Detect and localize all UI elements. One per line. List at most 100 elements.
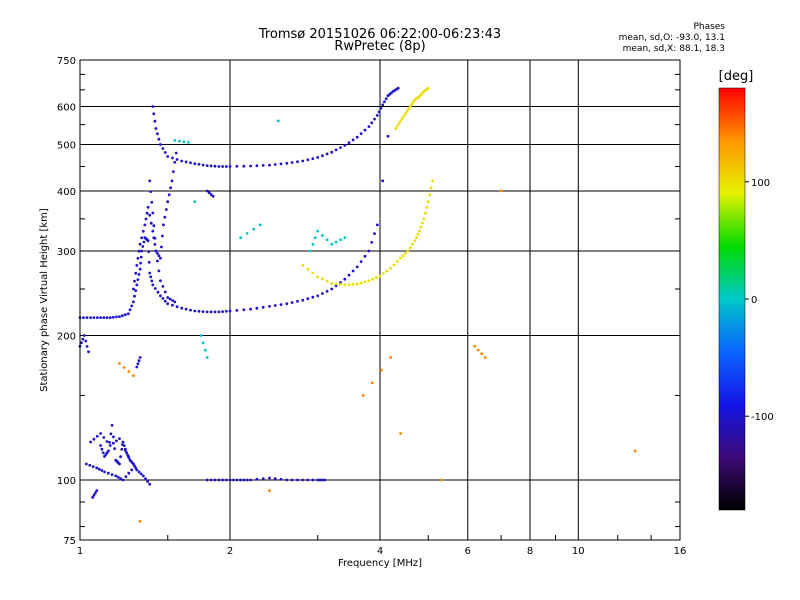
data-point [122,444,126,447]
data-point [311,295,315,299]
data-point [408,246,412,250]
data-point [375,114,379,117]
data-point [316,478,320,482]
data-point [110,423,114,427]
data-point [148,179,152,183]
data-point [135,264,139,267]
data-point [255,306,259,310]
data-point [285,478,289,482]
data-point [201,163,205,167]
data-point [127,456,131,460]
data-point [311,243,315,246]
data-point [318,478,322,482]
data-point [106,471,110,475]
data-point [411,242,414,246]
data-point [169,186,173,190]
data-point [361,394,365,397]
data-point [205,164,209,168]
data-point [116,475,120,479]
data-point [316,275,320,279]
data-point [95,316,99,319]
data-point [476,348,480,352]
data-point [381,103,385,107]
data-point [268,305,271,308]
colorbar-ticks: 100 0 -100 [745,178,774,423]
data-point [359,281,363,285]
data-point [153,236,157,240]
data-point [330,150,334,154]
data-point [334,240,338,244]
data-point [133,279,136,283]
data-point [411,100,415,104]
data-point [306,297,310,301]
data-point [166,302,170,306]
x-tick-label: 8 [527,546,533,557]
data-point [228,165,232,168]
data-point [399,432,402,435]
data-point [111,441,115,445]
data-point [137,359,141,363]
data-point [135,365,139,369]
data-point [418,229,421,233]
data-point [87,350,90,354]
y-tick-label: 200 [57,332,76,343]
data-point [115,315,118,319]
data-point [105,316,109,319]
data-point [197,309,201,313]
data-point [343,236,347,240]
y-tick-label: 300 [57,247,76,258]
plot-frame [79,59,681,541]
data-point [321,292,324,295]
data-point [268,163,271,167]
data-point [343,144,347,147]
data-point [392,263,396,267]
data-point [143,223,147,227]
data-point [146,480,150,483]
data-point [95,434,99,438]
y-axis-label: Stationary phase Virtual Height [km] [39,208,50,392]
data-point [91,496,94,499]
data-point [134,271,138,275]
data-point [163,151,167,154]
data-point [217,310,221,314]
data-point [415,236,418,240]
data-point [261,477,265,480]
data-point [121,314,124,318]
data-point [135,283,139,287]
data-point [351,269,355,273]
phase-statistics: Phases mean, sd,O: -93.0, 13.1 mean, sd,… [560,22,725,55]
data-point [213,310,217,314]
data-point [132,300,135,304]
y-tick-label: 75 [63,536,76,547]
phase-statistics-o-mode: mean, sd,O: -93.0, 13.1 [618,33,725,43]
data-point [184,307,188,311]
data-point [193,200,197,204]
data-point [189,161,192,165]
data-point [156,259,159,263]
data-point [401,254,405,258]
data-point [399,119,402,123]
data-point [330,242,334,246]
data-point [323,478,327,482]
data-point [309,249,312,253]
data-point [383,100,386,104]
data-point [151,229,155,233]
data-point [199,334,203,337]
data-point [144,477,147,481]
data-point [296,160,299,164]
data-point [126,312,130,316]
data-point [111,315,115,319]
data-point [321,234,324,237]
data-point [371,277,374,281]
data-point [146,239,150,243]
data-point [159,143,162,146]
data-point [151,211,155,215]
data-point [108,316,112,319]
data-point [211,194,215,198]
data-point [166,155,170,158]
data-point [156,290,160,294]
data-point [108,441,111,444]
data-point [108,444,112,447]
data-point [330,287,334,291]
data-point [101,451,105,455]
